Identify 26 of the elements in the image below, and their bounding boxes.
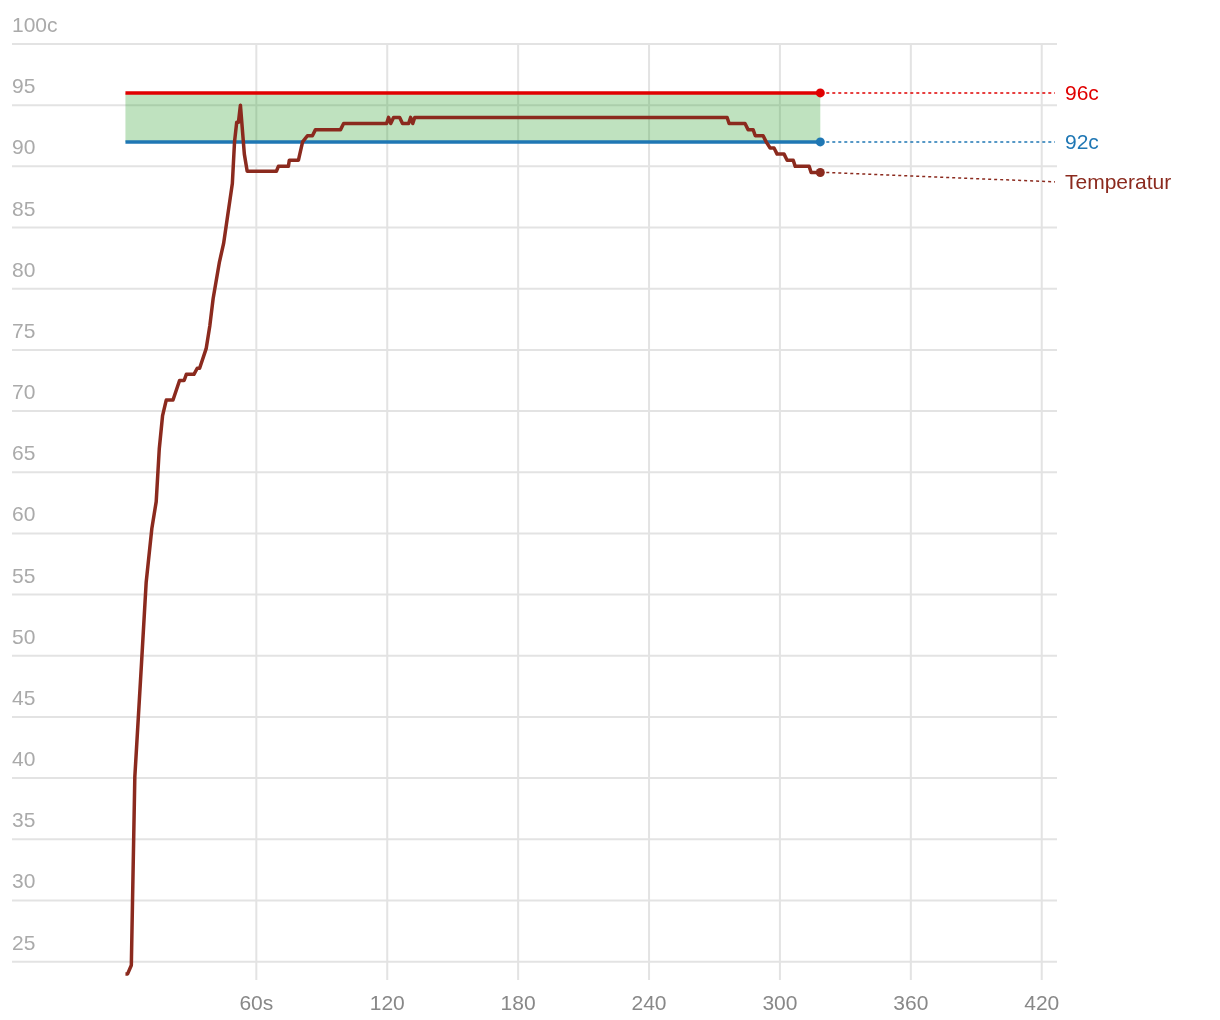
text: Temperatur bbox=[1065, 169, 1172, 193]
text: 92c bbox=[1065, 129, 1099, 153]
y-tick-label: 80 bbox=[12, 257, 36, 281]
y-tick-label: 40 bbox=[12, 747, 36, 771]
y-tick-label: 90 bbox=[12, 135, 36, 159]
x-tick-label: 60s bbox=[239, 991, 274, 1014]
x-tick-label: 180 bbox=[500, 991, 536, 1014]
y-tick-label: 100c bbox=[12, 13, 58, 36]
x-tick-label: 120 bbox=[369, 991, 405, 1014]
x-tick-label: 360 bbox=[893, 991, 929, 1014]
y-tick-label: 60 bbox=[12, 502, 36, 526]
y-tick-label: 50 bbox=[12, 624, 36, 648]
y-tick-label: 70 bbox=[12, 380, 36, 404]
y-tick-label: 35 bbox=[12, 808, 36, 832]
x-tick-label: 420 bbox=[1024, 991, 1060, 1014]
y-tick-label: 85 bbox=[12, 196, 36, 220]
y-tick-label: 45 bbox=[12, 685, 36, 709]
text: 96c bbox=[1065, 80, 1099, 104]
y-tick-label: 65 bbox=[12, 441, 36, 465]
y-tick-label: 95 bbox=[12, 74, 36, 98]
x-tick-label: 240 bbox=[631, 991, 667, 1014]
y-tick-label: 55 bbox=[12, 563, 36, 587]
y-tick-label: 30 bbox=[12, 869, 36, 893]
y-tick-label: 25 bbox=[12, 930, 36, 954]
x-tick-label: 300 bbox=[762, 991, 798, 1014]
y-tick-label: 75 bbox=[12, 318, 36, 342]
